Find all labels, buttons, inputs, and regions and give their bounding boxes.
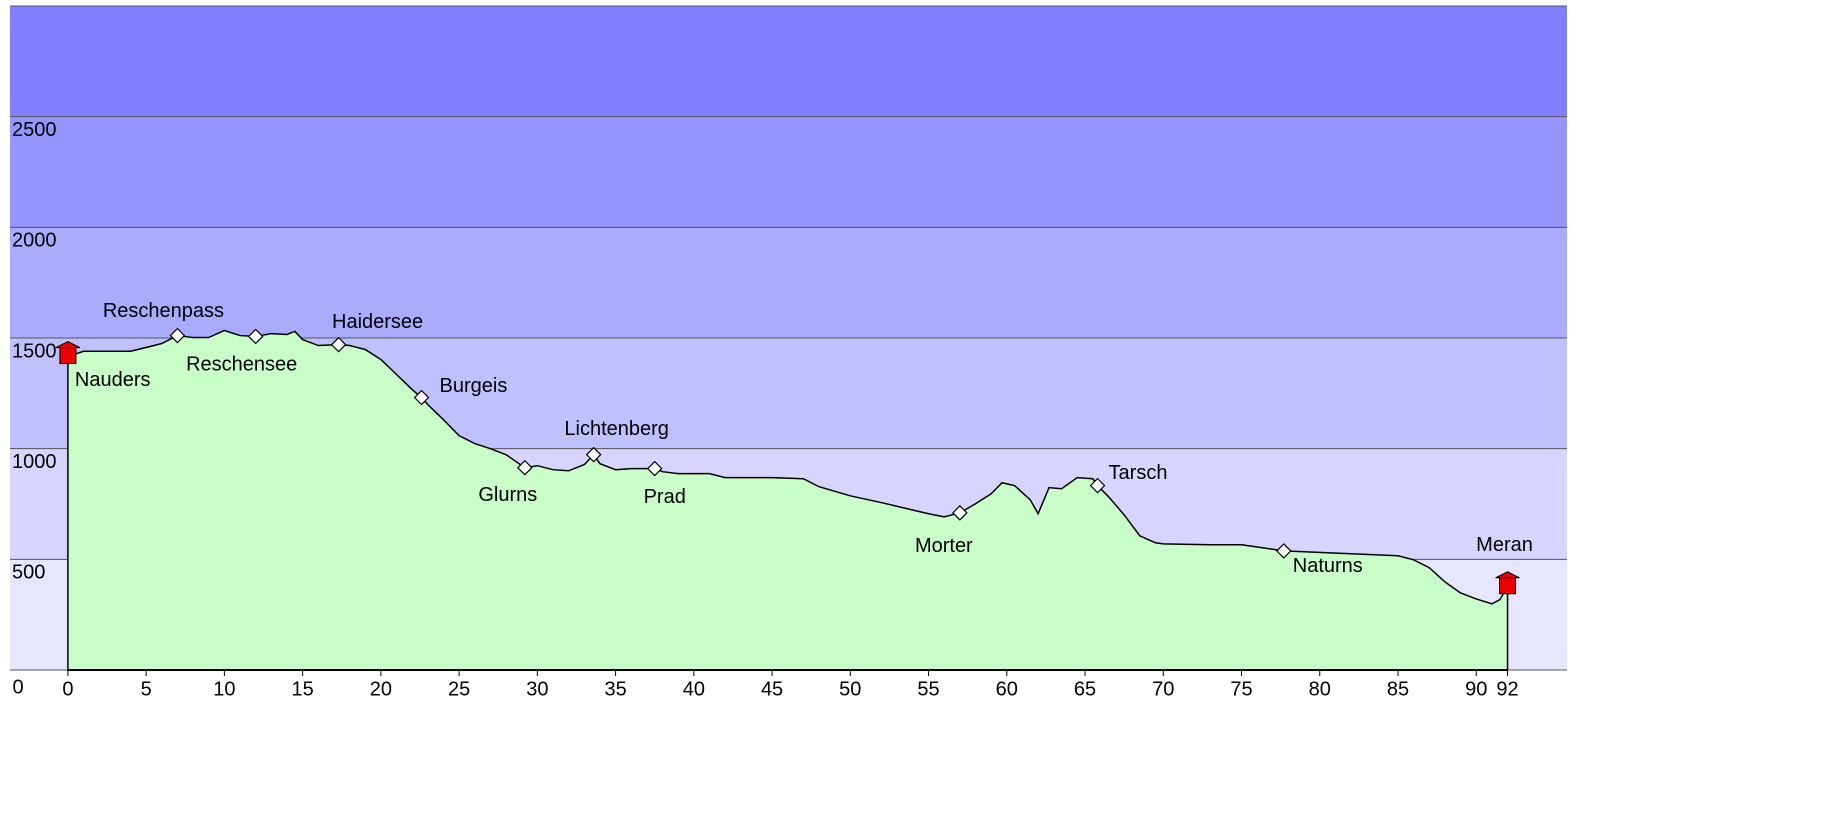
- x-tick-label: 40: [683, 678, 705, 700]
- profile-area: [67, 330, 1508, 670]
- waypoint-label: Lichtenberg: [564, 418, 669, 440]
- y-tick-label: 1500: [12, 340, 57, 362]
- waypoint-marker: [646, 460, 663, 477]
- x-tick-label: 10: [213, 678, 235, 700]
- y-tick-label: 2500: [12, 119, 57, 141]
- waypoint-marker: [413, 389, 430, 406]
- waypoint-label: Morter: [915, 535, 973, 557]
- y-tick-label: 2000: [12, 230, 57, 252]
- x-tick-label: 5: [141, 678, 152, 700]
- flag-marker: [1499, 577, 1517, 595]
- x-tick-label: 85: [1387, 678, 1409, 700]
- waypoint-label: Meran: [1476, 534, 1533, 556]
- x-tick-label: 20: [370, 678, 392, 700]
- x-tick-label: 0: [62, 678, 73, 700]
- waypoint-marker: [951, 505, 968, 521]
- waypoint-label: Burgeis: [440, 375, 508, 397]
- waypoint-label: Haidersee: [332, 311, 423, 333]
- x-tick-label: 90: [1465, 678, 1487, 700]
- waypoint-label: Nauders: [75, 369, 151, 391]
- waypoint-label: Reschensee: [186, 354, 297, 376]
- waypoint-marker: [330, 336, 347, 353]
- waypoint-marker: [247, 328, 264, 345]
- elevation-band: [10, 6, 1567, 117]
- x-tick-label: 50: [839, 678, 861, 700]
- waypoint-label: Tarsch: [1109, 462, 1168, 484]
- y-tick-label: 500: [12, 562, 45, 584]
- waypoint-label: Glurns: [478, 484, 537, 506]
- x-tick-label: 70: [1152, 678, 1174, 700]
- x-tick-label: 75: [1230, 678, 1252, 700]
- waypoint-marker: [1089, 477, 1106, 494]
- x-tick-label: 55: [917, 678, 939, 700]
- waypoint-label: Reschenpass: [103, 300, 224, 322]
- x-tick-label: 25: [448, 678, 470, 700]
- x-tick-label: 60: [996, 678, 1018, 700]
- waypoint-label: Prad: [644, 486, 686, 508]
- profile-line: [67, 329, 1509, 605]
- x-tick-label: 45: [761, 678, 783, 700]
- x-tick-label: 92: [1496, 678, 1518, 700]
- y-tick-label: 0: [12, 676, 23, 698]
- elevation-band: [10, 116, 1567, 228]
- flag-marker: [59, 347, 77, 365]
- x-tick-label: 30: [526, 678, 548, 700]
- x-tick-label: 80: [1309, 678, 1331, 700]
- y-tick-label: 1000: [12, 451, 57, 473]
- waypoint-marker: [585, 446, 602, 463]
- x-tick-label: 15: [291, 678, 313, 700]
- elevation-band: [10, 227, 1567, 338]
- x-tick-label: 35: [604, 678, 626, 700]
- waypoint-marker: [516, 459, 533, 476]
- waypoint-marker: [1275, 543, 1292, 559]
- waypoint-label: Naturns: [1293, 555, 1363, 577]
- waypoint-marker: [169, 327, 186, 344]
- x-tick-label: 65: [1074, 678, 1096, 700]
